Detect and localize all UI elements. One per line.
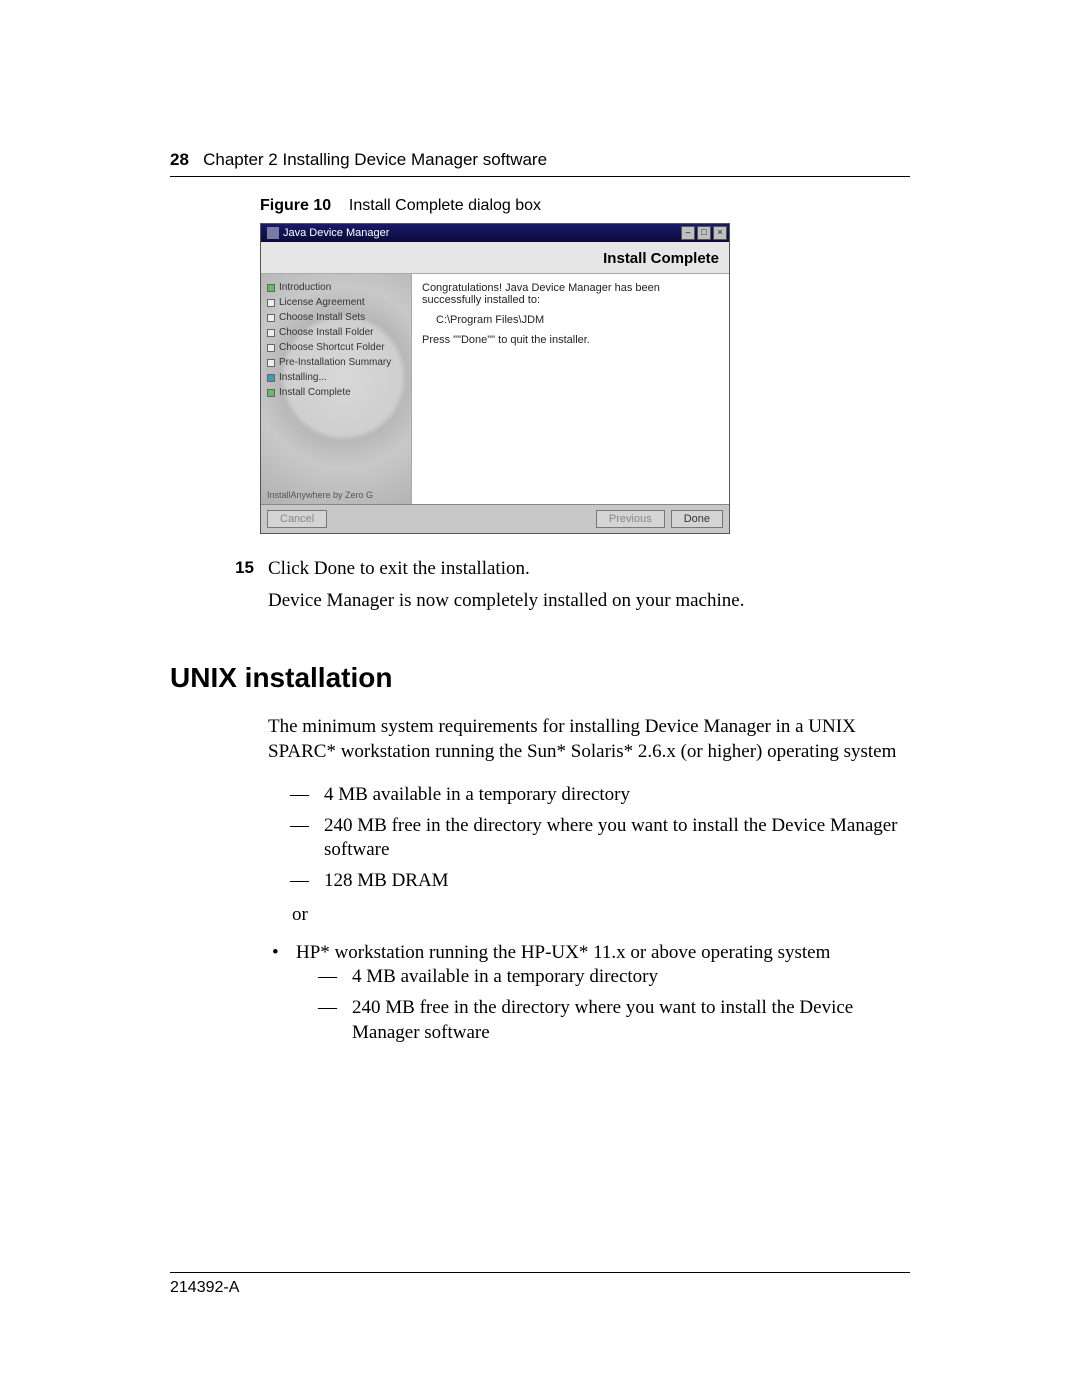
- previous-button[interactable]: Previous: [596, 510, 665, 528]
- step-label: Install Complete: [279, 387, 351, 398]
- window-title: Java Device Manager: [283, 227, 389, 239]
- install-banner: Install Complete: [261, 242, 729, 274]
- step-bullet-icon: [267, 314, 275, 322]
- close-button[interactable]: ×: [713, 226, 727, 240]
- bullet-text: HP* workstation running the HP-UX* 11.x …: [296, 942, 830, 963]
- or-separator: or: [292, 904, 910, 926]
- step-bullet-icon: [267, 344, 275, 352]
- app-icon: [267, 227, 279, 239]
- intro-paragraph: The minimum system requirements for inst…: [268, 714, 910, 765]
- figure-caption: Figure 10 Install Complete dialog box: [260, 197, 910, 215]
- dialog-button-row: Cancel Previous Done: [261, 504, 729, 533]
- step-bullet-icon: [267, 284, 275, 292]
- install-path: C:\Program Files\JDM: [422, 314, 719, 326]
- requirements-list-1: 4 MB available in a temporary directory …: [268, 783, 910, 894]
- step-label: License Agreement: [279, 297, 365, 308]
- page-number: 28: [170, 150, 189, 169]
- wizard-steps-sidebar: Introduction License Agreement Choose In…: [261, 274, 411, 504]
- list-item: 240 MB free in the directory where you w…: [268, 814, 910, 863]
- press-done-text: Press ""Done"" to quit the installer.: [422, 334, 719, 346]
- list-item: 4 MB available in a temporary directory: [296, 965, 910, 990]
- hp-requirements: HP* workstation running the HP-UX* 11.x …: [268, 940, 910, 1046]
- followup-text: Device Manager is now completely install…: [268, 588, 910, 614]
- step-number: 15: [230, 558, 254, 580]
- step-bullet-icon: [267, 359, 275, 367]
- figure-label: Figure 10: [260, 197, 331, 214]
- page-header: 28 Chapter 2 Installing Device Manager s…: [170, 150, 910, 177]
- figure-text: Install Complete dialog box: [349, 197, 541, 214]
- list-item: 4 MB available in a temporary directory: [268, 783, 910, 808]
- minimize-button[interactable]: –: [681, 226, 695, 240]
- step-label: Choose Shortcut Folder: [279, 342, 385, 353]
- powered-by-text: InstallAnywhere by Zero G: [267, 490, 373, 500]
- step-instruction: Click Done to exit the installation.: [268, 558, 530, 580]
- window-titlebar: Java Device Manager – □ ×: [261, 224, 729, 242]
- step-label: Introduction: [279, 282, 331, 293]
- list-item: HP* workstation running the HP-UX* 11.x …: [268, 940, 910, 1046]
- maximize-button[interactable]: □: [697, 226, 711, 240]
- doc-id: 214392-A: [170, 1279, 239, 1296]
- done-button[interactable]: Done: [671, 510, 723, 528]
- step-label: Installing...: [279, 372, 327, 383]
- step-bullet-icon: [267, 374, 275, 382]
- step-label: Choose Install Folder: [279, 327, 374, 338]
- requirements-list-2: 4 MB available in a temporary directory …: [296, 965, 910, 1045]
- install-message-panel: Congratulations! Java Device Manager has…: [411, 274, 729, 504]
- step-bullet-icon: [267, 329, 275, 337]
- step-bullet-icon: [267, 299, 275, 307]
- section-heading: UNIX installation: [170, 662, 910, 694]
- step-15: 15 Click Done to exit the installation.: [230, 558, 910, 580]
- step-label: Pre-Installation Summary: [279, 357, 391, 368]
- cancel-button[interactable]: Cancel: [267, 510, 327, 528]
- list-item: 128 MB DRAM: [268, 869, 910, 894]
- page-footer: 214392-A: [170, 1272, 910, 1297]
- install-complete-dialog: Java Device Manager – □ × Install Comple…: [260, 223, 730, 534]
- list-item: 240 MB free in the directory where you w…: [296, 996, 910, 1045]
- step-label: Choose Install Sets: [279, 312, 365, 323]
- step-bullet-icon: [267, 389, 275, 397]
- congrats-text: Congratulations! Java Device Manager has…: [422, 282, 719, 306]
- chapter-title: Chapter 2 Installing Device Manager soft…: [203, 150, 547, 169]
